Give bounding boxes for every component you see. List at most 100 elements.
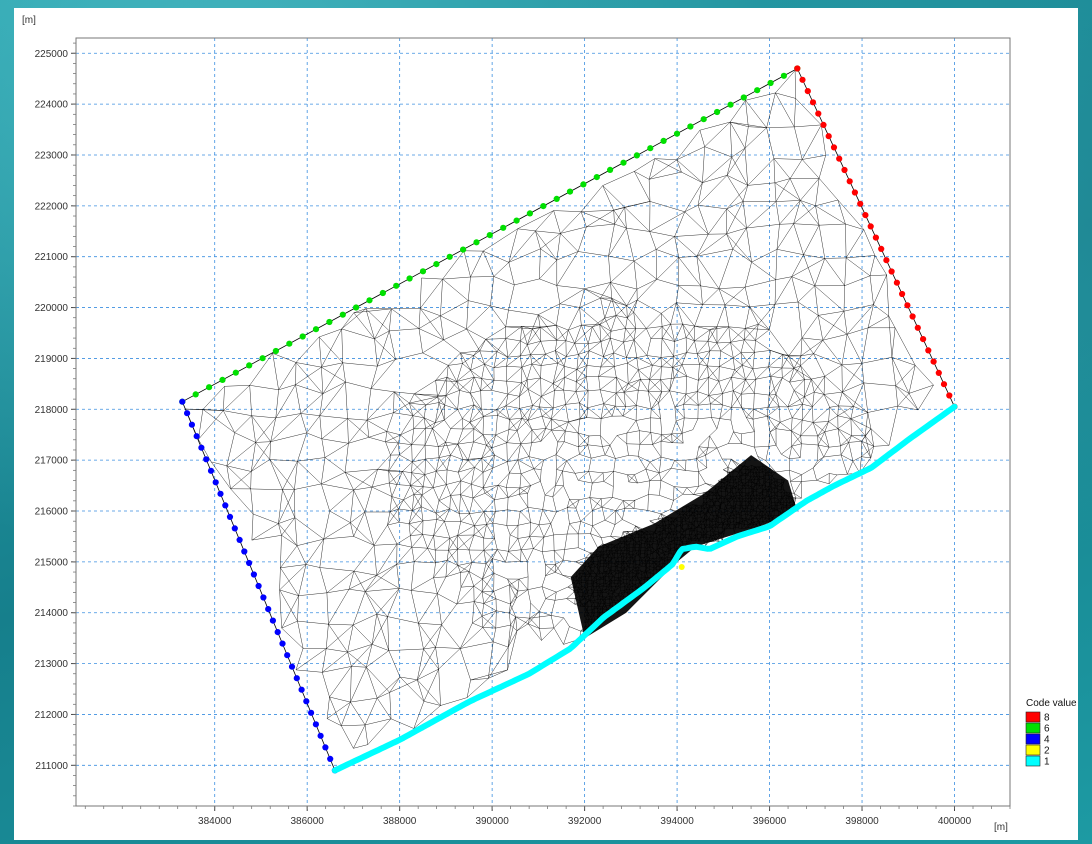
- boundary-node-code-4: [226, 513, 234, 520]
- boundary-node-code-8: [935, 369, 942, 376]
- boundary-node-code-6: [513, 217, 520, 224]
- boundary-node-code-6: [366, 297, 373, 304]
- boundary-node-code-6: [593, 174, 600, 181]
- boundary-node-code-6: [714, 108, 721, 116]
- axis-ticks: 384000 386000 388000 390000 392000 394000 3960…: [35, 42, 1011, 827]
- x-tick-label: 390000: [475, 816, 509, 827]
- legend-label-8: 8: [1044, 713, 1050, 724]
- x-tick-label: 384000: [198, 816, 232, 827]
- y-tick-label: 218000: [35, 405, 69, 416]
- boundary-node-code-6: [754, 87, 761, 94]
- boundary-node-code-6: [259, 355, 266, 362]
- boundary-node-code-4: [203, 456, 210, 463]
- legend-label-1: 1: [1044, 757, 1050, 768]
- x-tick-label: 394000: [660, 816, 694, 827]
- boundary-node-code-4: [265, 606, 272, 613]
- y-tick-label: 223000: [35, 150, 69, 161]
- boundary-node-code-6: [486, 232, 493, 239]
- y-tick-label: 214000: [35, 608, 69, 619]
- boundary-node-code-4: [193, 433, 200, 440]
- boundary-node-code-8: [904, 302, 911, 309]
- y-tick-label: 221000: [35, 252, 69, 263]
- boundary-node-code-8: [883, 257, 890, 264]
- boundary-node-code-4: [260, 594, 267, 601]
- boundary-node-code-6: [219, 376, 226, 383]
- boundary-node-code-6: [473, 239, 480, 246]
- legend-title: Code value: [1026, 698, 1077, 709]
- x-tick-label: 388000: [383, 816, 417, 827]
- boundary-node-code-6: [312, 326, 320, 333]
- boundary-node-code-6: [460, 246, 467, 253]
- boundary-node-code-4: [231, 525, 238, 532]
- mesh-chart: [m] 384000 386000 388000 390000 392000 394000…: [22, 15, 1077, 833]
- boundary-node-code-8: [930, 358, 937, 365]
- boundary-node-code-6: [272, 347, 279, 355]
- y-tick-label: 211000: [35, 761, 68, 772]
- boundary-node-code-8: [893, 279, 901, 286]
- y-tick-label: 224000: [35, 100, 69, 111]
- boundary-node-code-8: [820, 121, 827, 128]
- y-tick-label: 222000: [35, 201, 69, 212]
- boundary-node-code-6: [192, 391, 199, 398]
- legend-swatch-1: [1025, 755, 1041, 767]
- boundary-node-code-8: [846, 178, 853, 185]
- boundary-node-code-8: [809, 99, 817, 106]
- legend-swatch-6: [1025, 722, 1041, 734]
- grid-lines: [76, 38, 1010, 806]
- boundary-node-code-8: [862, 212, 869, 219]
- boundary-node-code-6: [500, 224, 507, 231]
- boundary-node-code-6: [206, 384, 213, 391]
- legend-swatch-8: [1025, 711, 1041, 723]
- boundary-node-code-6: [299, 333, 306, 340]
- boundary-node-code-6: [339, 311, 346, 318]
- legend-label-4: 4: [1044, 735, 1050, 746]
- legend-swatch-2: [1025, 744, 1041, 756]
- boundary-node-code-4: [246, 559, 253, 567]
- boundary-node-code-6: [780, 72, 788, 79]
- y-unit-label: [m]: [22, 15, 36, 26]
- boundary-node-code-4: [255, 582, 262, 590]
- boundary-node-code-6: [607, 166, 614, 173]
- boundary-node-code-4: [207, 467, 215, 474]
- boundary-node-code-6: [673, 130, 681, 137]
- boundary-node-code-6: [286, 340, 293, 347]
- y-tick-label: 217000: [35, 456, 69, 467]
- chart-panel: [m] 384000 386000 388000 390000 392000 394000…: [14, 8, 1078, 840]
- boundary-node-code-6: [647, 145, 654, 152]
- x-tick-label: 396000: [753, 816, 787, 827]
- legend-label-2: 2: [1044, 746, 1050, 757]
- boundary-node-code-4: [236, 536, 243, 544]
- boundary-node-code-6: [526, 210, 534, 217]
- boundary-node-code-6: [740, 94, 747, 101]
- boundary-node-code-6: [446, 253, 453, 260]
- boundary-node-code-6: [393, 282, 400, 289]
- boundary-node-code-4: [212, 479, 219, 486]
- boundary-node-code-4: [250, 571, 257, 578]
- y-tick-label: 215000: [35, 557, 69, 568]
- boundary-nodes: [179, 65, 958, 774]
- boundary-node-code-6: [633, 152, 641, 159]
- boundary-node-code-8: [940, 381, 948, 388]
- x-tick-label: 398000: [845, 816, 879, 827]
- boundary-node-code-6: [326, 318, 333, 326]
- boundary-node-code-1: [951, 404, 958, 410]
- boundary-node-code-4: [288, 663, 296, 670]
- boundary-node-code-8: [914, 324, 921, 331]
- boundary-node-code-8: [867, 223, 874, 230]
- boundary-node-code-8: [878, 245, 885, 252]
- boundary-node-code-4: [293, 675, 300, 682]
- boundary-node-code-6: [353, 304, 360, 311]
- boundary-node-code-4: [222, 502, 229, 509]
- boundary-node-code-8: [872, 234, 880, 241]
- x-tick-label: 400000: [938, 816, 972, 827]
- boundary-node-code-6: [540, 203, 547, 210]
- plot-frame: [75, 37, 1011, 807]
- boundary-node-code-8: [857, 200, 864, 207]
- y-tick-label: 220000: [35, 303, 69, 314]
- y-tick-label: 216000: [35, 507, 69, 518]
- boundary-node-code-6: [406, 275, 413, 282]
- boundary-node-code-8: [899, 290, 906, 298]
- boundary-node-code-4: [298, 686, 305, 693]
- y-tick-label: 213000: [35, 659, 69, 670]
